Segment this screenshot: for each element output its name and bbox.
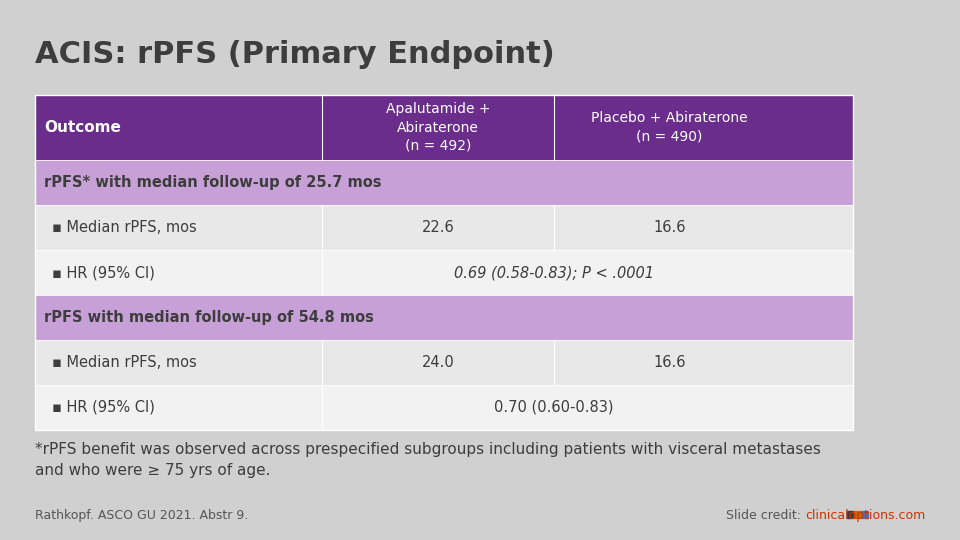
Text: rPFS* with median follow-up of 25.7 mos: rPFS* with median follow-up of 25.7 mos [44, 175, 382, 190]
Text: 0.69 (0.58-0.83); P < .0001: 0.69 (0.58-0.83); P < .0001 [453, 265, 654, 280]
FancyBboxPatch shape [36, 250, 853, 295]
Text: ▪ Median rPFS, mos: ▪ Median rPFS, mos [52, 355, 197, 370]
Text: clinicaloptions.com: clinicaloptions.com [805, 509, 925, 522]
Bar [854, 511, 861, 518]
Text: ACIS: rPFS (Primary Endpoint): ACIS: rPFS (Primary Endpoint) [36, 40, 555, 69]
Text: rPFS with median follow-up of 54.8 mos: rPFS with median follow-up of 54.8 mos [44, 310, 374, 325]
FancyBboxPatch shape [36, 160, 853, 205]
Bar [847, 511, 853, 518]
Text: Outcome: Outcome [44, 120, 121, 135]
Text: 24.0: 24.0 [421, 355, 454, 370]
Text: ▪ Median rPFS, mos: ▪ Median rPFS, mos [52, 220, 197, 235]
Text: ▪ HR (95% CI): ▪ HR (95% CI) [52, 265, 155, 280]
Text: 22.6: 22.6 [421, 220, 454, 235]
FancyBboxPatch shape [36, 340, 853, 385]
FancyBboxPatch shape [36, 385, 853, 430]
Text: ▪ HR (95% CI): ▪ HR (95% CI) [52, 400, 155, 415]
FancyBboxPatch shape [36, 205, 853, 250]
Text: Apalutamide +
Abiraterone
(n = 492): Apalutamide + Abiraterone (n = 492) [386, 102, 491, 153]
Text: *rPFS benefit was observed across prespecified subgroups including patients with: *rPFS benefit was observed across prespe… [36, 442, 821, 478]
Text: 0.70 (0.60-0.83): 0.70 (0.60-0.83) [493, 400, 613, 415]
Bar [862, 511, 868, 518]
Text: Placebo + Abiraterone
(n = 490): Placebo + Abiraterone (n = 490) [591, 111, 748, 144]
Text: Slide credit:: Slide credit: [727, 509, 805, 522]
FancyBboxPatch shape [36, 295, 853, 340]
Text: 16.6: 16.6 [653, 355, 685, 370]
FancyBboxPatch shape [36, 95, 853, 160]
Text: 16.6: 16.6 [653, 220, 685, 235]
Text: Rathkopf. ASCO GU 2021. Abstr 9.: Rathkopf. ASCO GU 2021. Abstr 9. [36, 509, 249, 522]
